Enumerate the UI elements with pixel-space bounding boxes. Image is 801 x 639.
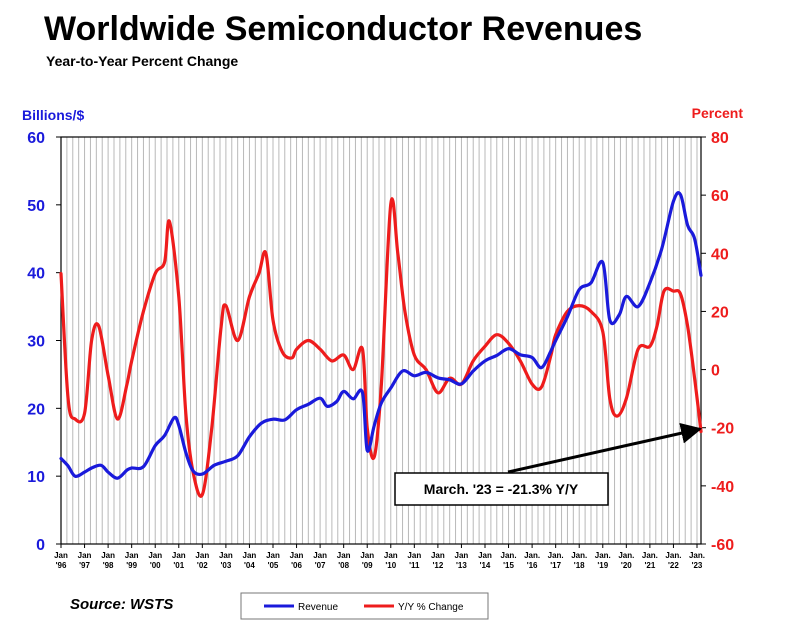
annotation-arrow [507, 422, 703, 474]
x-tick-label-month: Jan [384, 551, 398, 560]
x-tick-label-month: Jan [219, 551, 233, 560]
x-tick-label-year: '98 [103, 561, 114, 570]
x-tick-label-month: Jan. [524, 551, 540, 560]
right-tick-label: -60 [711, 537, 734, 554]
x-tick-label-month: Jan [360, 551, 374, 560]
x-tick-label-month: Jan. [618, 551, 634, 560]
right-axis-title: Percent [692, 105, 744, 121]
x-tick-label-year: '05 [268, 561, 279, 570]
x-tick-label-year: '15 [503, 561, 514, 570]
right-axis-ticks: -60 -40 -20 0 20 40 60 80 [701, 130, 734, 554]
x-tick-label-year: '10 [385, 561, 396, 570]
right-tick-label: 40 [711, 246, 729, 263]
x-tick-label-month: Jan [78, 551, 92, 560]
right-tick-label: 60 [711, 188, 729, 205]
x-tick-label-year: '09 [362, 561, 373, 570]
x-tick-label-year: '12 [432, 561, 443, 570]
annotation-text: March. '23 = -21.3% Y/Y [424, 481, 579, 497]
x-tick-label-year: '18 [574, 561, 585, 570]
left-tick-label: 40 [27, 266, 45, 283]
right-tick-label: -40 [711, 479, 734, 496]
x-tick-label-month: Jan [313, 551, 327, 560]
chart-subtitle: Year-to-Year Percent Change [46, 53, 238, 69]
left-tick-label: 50 [27, 198, 45, 215]
x-tick-label-year: '03 [220, 561, 231, 570]
source-label: Source: WSTS [70, 596, 173, 613]
right-tick-label: 80 [711, 130, 729, 147]
left-tick-label: 0 [36, 537, 45, 554]
left-tick-label: 60 [27, 130, 45, 147]
left-axis-ticks: 0 10 20 30 40 50 60 [27, 130, 61, 554]
x-tick-label-year: '07 [315, 561, 326, 570]
x-tick-label-month: Jan. [548, 551, 564, 560]
x-tick-label-month: Jan [478, 551, 492, 560]
x-tick-label-month: Jan [243, 551, 257, 560]
x-tick-label-month: Jan [125, 551, 139, 560]
x-tick-label-month: Jan [290, 551, 304, 560]
right-tick-label: 20 [711, 304, 729, 321]
right-tick-label: -20 [711, 421, 734, 438]
x-tick-label-month: Jan [455, 551, 469, 560]
x-tick-label-month: Jan. [595, 551, 611, 560]
left-tick-label: 10 [27, 469, 45, 486]
x-tick-label-month: Jan [195, 551, 209, 560]
x-tick-label-year: '02 [197, 561, 208, 570]
right-tick-label: 0 [711, 363, 720, 380]
x-tick-label-year: '23 [692, 561, 703, 570]
legend-revenue-label: Revenue [298, 602, 338, 613]
x-tick-label-month: Jan. [665, 551, 681, 560]
x-tick-label-year: '19 [597, 561, 608, 570]
x-tick-label-month: Jan [54, 551, 68, 560]
x-tick-label-month: Jan [337, 551, 351, 560]
x-tick-label-month: Jan. [642, 551, 658, 560]
x-tick-label-month: Jan [172, 551, 186, 560]
x-tick-label-month: Jan. [571, 551, 587, 560]
x-tick-label-month: Jan [431, 551, 445, 560]
x-tick-label-month: Jan. [501, 551, 517, 560]
x-tick-label-month: Jan [101, 551, 115, 560]
left-axis-title: Billions/$ [22, 107, 84, 123]
x-tick-label-year: '14 [480, 561, 491, 570]
x-tick-label-year: '22 [668, 561, 679, 570]
x-axis-ticks: Jan'96Jan'97Jan'98Jan'99Jan'00Jan'01Jan'… [54, 544, 705, 570]
x-tick-label-month: Jan [407, 551, 421, 560]
x-tick-label-year: '17 [550, 561, 561, 570]
x-tick-label-year: '08 [338, 561, 349, 570]
annotation-box [394, 472, 609, 506]
x-tick-label-year: '21 [644, 561, 655, 570]
x-tick-label-year: '04 [244, 561, 255, 570]
series-line-y-y-change [59, 197, 703, 498]
x-tick-label-year: '01 [173, 561, 184, 570]
x-tick-label-year: '11 [409, 561, 420, 570]
x-tick-label-year: '06 [291, 561, 302, 570]
legend-yoy-label: Y/Y % Change [398, 602, 464, 613]
legend: Revenue Y/Y % Change [240, 592, 489, 620]
x-tick-label-year: '96 [56, 561, 67, 570]
x-tick-label-month: Jan [148, 551, 162, 560]
x-tick-label-year: '20 [621, 561, 632, 570]
x-tick-label-year: '99 [126, 561, 137, 570]
left-tick-label: 20 [27, 401, 45, 418]
chart-title: Worldwide Semiconductor Revenues [44, 10, 642, 48]
x-tick-label-month: Jan [266, 551, 280, 560]
x-tick-label-year: '13 [456, 561, 467, 570]
x-tick-label-month: Jan. [689, 551, 705, 560]
left-tick-label: 30 [27, 334, 45, 351]
grid-lines [66, 137, 698, 544]
x-tick-label-year: '00 [150, 561, 161, 570]
x-tick-label-year: '16 [527, 561, 538, 570]
series-layer [59, 191, 703, 498]
series-line-revenue [59, 191, 703, 480]
x-tick-label-year: '97 [79, 561, 90, 570]
